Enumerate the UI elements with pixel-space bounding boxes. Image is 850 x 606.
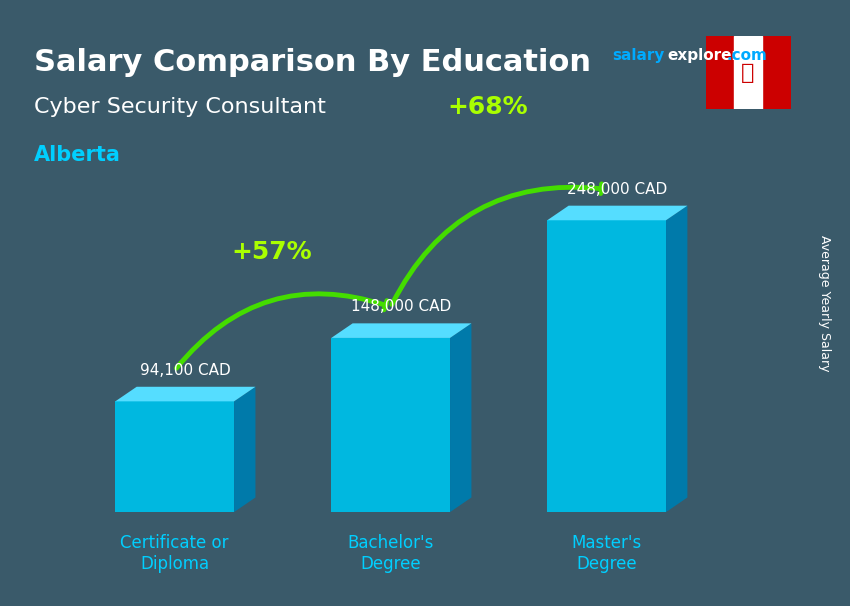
Text: Salary Comparison By Education: Salary Comparison By Education	[34, 48, 591, 78]
Text: .com: .com	[727, 48, 768, 64]
Text: Master's
Degree: Master's Degree	[571, 534, 642, 573]
Polygon shape	[666, 205, 688, 512]
Text: Alberta: Alberta	[34, 145, 121, 165]
Text: 148,000 CAD: 148,000 CAD	[351, 299, 451, 315]
Polygon shape	[332, 338, 450, 512]
Text: Bachelor's
Degree: Bachelor's Degree	[348, 534, 434, 573]
Polygon shape	[547, 205, 688, 220]
Polygon shape	[234, 387, 256, 512]
Polygon shape	[332, 324, 472, 338]
Text: 🍁: 🍁	[741, 62, 755, 83]
Text: +57%: +57%	[231, 240, 312, 264]
Text: salary: salary	[612, 48, 665, 64]
Polygon shape	[116, 401, 234, 512]
Text: Cyber Security Consultant: Cyber Security Consultant	[34, 97, 326, 117]
Bar	[706, 36, 734, 109]
Text: Average Yearly Salary: Average Yearly Salary	[818, 235, 831, 371]
Text: 248,000 CAD: 248,000 CAD	[567, 182, 667, 196]
Polygon shape	[450, 324, 472, 512]
Text: Certificate or
Diploma: Certificate or Diploma	[121, 534, 229, 573]
Text: explorer: explorer	[667, 48, 740, 64]
Polygon shape	[116, 387, 256, 401]
Polygon shape	[547, 220, 666, 512]
Text: +68%: +68%	[448, 96, 528, 119]
Bar	[734, 36, 762, 109]
Text: 94,100 CAD: 94,100 CAD	[140, 362, 230, 378]
Bar	[762, 36, 791, 109]
